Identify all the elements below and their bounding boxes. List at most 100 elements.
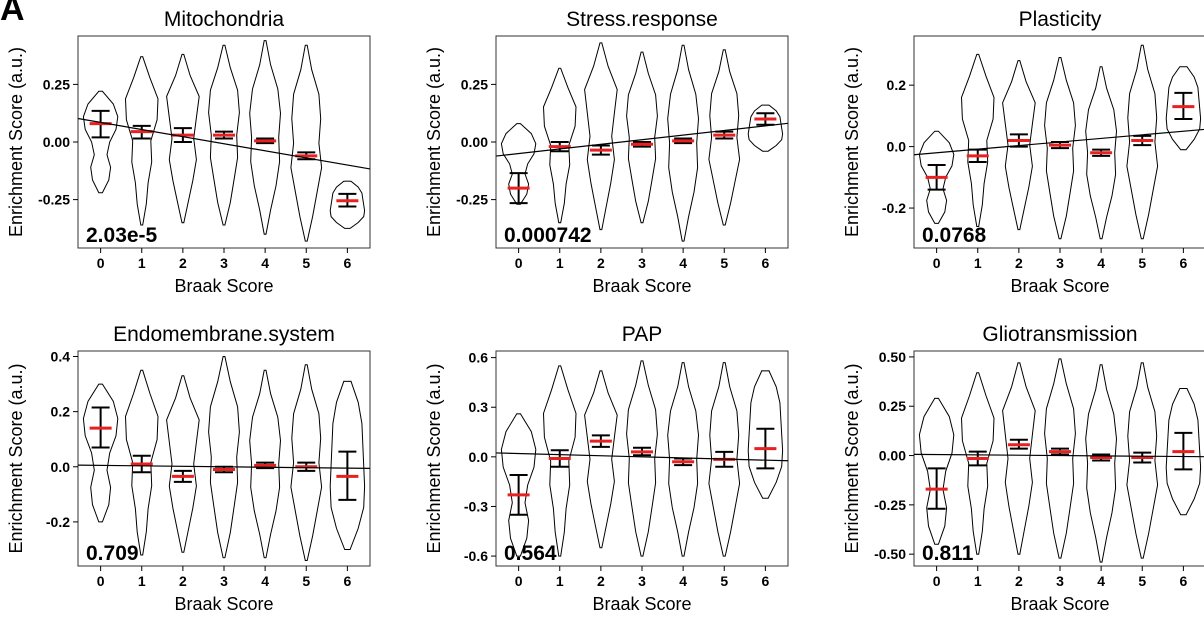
x-tick-label: 4	[1097, 573, 1105, 589]
violin	[542, 67, 577, 224]
regression-line	[77, 117, 371, 170]
violin	[667, 362, 700, 557]
y-axis-label: Enrichment Score (a.u.)	[6, 363, 26, 553]
y-axis-label: Enrichment Score (a.u.)	[424, 47, 444, 237]
violin	[290, 44, 323, 242]
x-tick-label: 3	[220, 255, 228, 271]
x-tick-label: 3	[638, 573, 646, 589]
violin	[626, 51, 658, 224]
x-tick-label: 2	[597, 255, 605, 271]
x-tick-label: 2	[1015, 573, 1023, 589]
x-axis-label: Braak Score	[592, 594, 691, 614]
x-tick-label: 4	[261, 255, 269, 271]
violin	[960, 372, 995, 555]
x-tick-label: 0	[97, 573, 105, 589]
y-tick-label: 0.0	[51, 459, 71, 475]
violin	[747, 104, 784, 152]
x-axis-label: Braak Score	[1010, 276, 1109, 296]
regression-line	[77, 464, 371, 470]
violin	[626, 360, 658, 557]
x-tick-label: 4	[679, 255, 687, 271]
regression-line	[495, 122, 789, 157]
y-tick-label: -0.2	[882, 200, 906, 216]
y-tick-label: -0.3	[464, 498, 488, 514]
violin	[1085, 66, 1118, 240]
y-axis-label: Enrichment Score (a.u.)	[424, 363, 444, 553]
x-axis-label: Braak Score	[592, 276, 691, 296]
y-tick-label: -0.25	[38, 192, 70, 208]
x-axis-label: Braak Score	[174, 276, 273, 296]
x-tick-label: 5	[720, 573, 728, 589]
x-tick-label: 3	[638, 255, 646, 271]
plot-frame	[495, 350, 789, 567]
y-tick-label: 0.3	[469, 399, 489, 415]
regression-line	[913, 453, 1204, 458]
violin	[1044, 56, 1076, 240]
x-tick-label: 0	[515, 573, 523, 589]
x-tick-label: 4	[1097, 255, 1105, 271]
x-tick-label: 0	[97, 255, 105, 271]
x-tick-label: 1	[556, 573, 564, 589]
x-tick-label: 1	[974, 255, 982, 271]
y-tick-label: 0.4	[51, 349, 71, 365]
y-tick-label: 0.6	[469, 350, 489, 366]
panel-letter: A	[0, 0, 25, 28]
x-tick-label: 6	[343, 255, 351, 271]
violin	[166, 53, 200, 224]
x-tick-label: 5	[720, 255, 728, 271]
violin	[290, 364, 323, 562]
y-tick-label: 0.2	[887, 77, 907, 93]
x-axis-label: Braak Score	[1010, 594, 1109, 614]
violin	[329, 180, 366, 229]
x-tick-label: 3	[1056, 255, 1064, 271]
y-tick-label: 0.25	[879, 398, 906, 414]
violin	[249, 369, 282, 559]
chart-title: Stress.response	[566, 8, 718, 31]
chart-title: PAP	[622, 323, 662, 346]
violin	[82, 383, 119, 523]
x-tick-label: 0	[515, 255, 523, 271]
x-tick-label: 5	[1138, 573, 1146, 589]
x-tick-label: 3	[1056, 573, 1064, 589]
violin	[1002, 60, 1036, 231]
p-value-label: 0.0768	[922, 224, 987, 247]
violin	[1165, 66, 1202, 151]
violin	[208, 44, 240, 226]
violin	[500, 123, 537, 205]
violin	[960, 53, 995, 228]
violin	[918, 397, 955, 545]
violin	[1002, 362, 1036, 555]
y-tick-label: 0.0	[887, 139, 907, 155]
violin	[708, 362, 741, 557]
x-tick-label: 1	[974, 573, 982, 589]
x-tick-label: 1	[556, 255, 564, 271]
violin	[1165, 387, 1202, 516]
x-tick-label: 4	[261, 573, 269, 589]
y-tick-label: 0.2	[51, 404, 71, 420]
p-value-label: 0.000742	[504, 224, 592, 247]
violin	[249, 40, 282, 235]
plot-frame	[913, 350, 1204, 567]
y-tick-label: -0.25	[874, 497, 906, 513]
x-tick-label: 5	[1138, 255, 1146, 271]
violin	[542, 365, 577, 557]
y-tick-label: 0.00	[43, 134, 70, 150]
y-tick-label: 0.00	[461, 134, 488, 150]
x-tick-label: 4	[679, 573, 687, 589]
violin	[584, 370, 618, 549]
p-value-label: 0.564	[504, 542, 557, 565]
chart-title: Plasticity	[1019, 8, 1102, 31]
violin	[124, 56, 159, 226]
x-tick-label: 1	[138, 573, 146, 589]
violin	[667, 44, 700, 242]
violin	[1126, 44, 1159, 240]
violin	[1044, 358, 1076, 559]
p-value-label: 2.03e-5	[86, 224, 158, 247]
p-value-label: 0.811	[922, 542, 974, 565]
x-tick-label: 5	[302, 255, 310, 271]
y-axis-label: Enrichment Score (a.u.)	[842, 363, 862, 553]
y-axis-label: Enrichment Score (a.u.)	[842, 47, 862, 237]
x-tick-label: 1	[138, 255, 146, 271]
y-tick-label: -0.25	[456, 192, 488, 208]
violin	[208, 355, 240, 559]
